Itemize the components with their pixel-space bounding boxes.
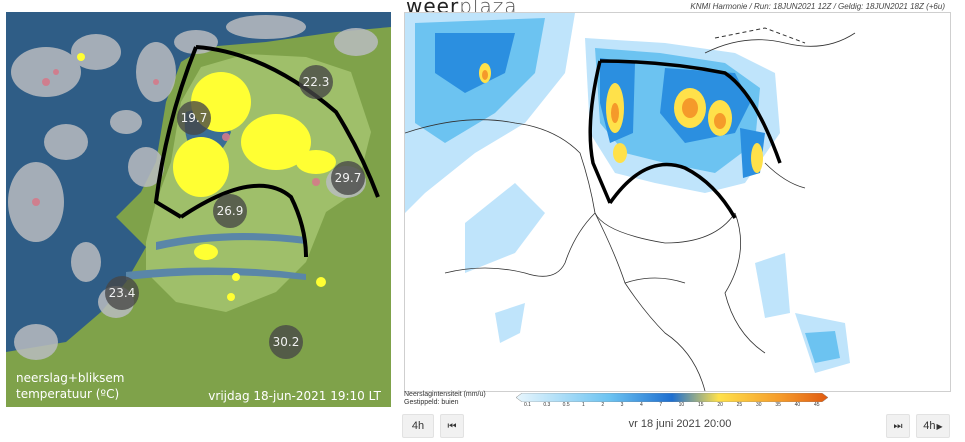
legend-title: Neerslagintensiteit (mm/u) [404, 391, 486, 398]
legend-tick: 45 [814, 402, 820, 408]
temperature-badge: 30.2 [269, 325, 303, 359]
skip-forward-button[interactable]: ⏭ [886, 414, 910, 438]
play-arrow-icon: ▶ [936, 421, 943, 431]
temperature-badge: 22.3 [299, 65, 333, 99]
radar-timestamp: vrijdag 18-jun-2021 19:10 LT [208, 389, 381, 403]
legend-precip-lightning: neerslag+bliksem [16, 371, 125, 385]
current-time-label: vr 18 juni 2021 20:00 [628, 418, 732, 430]
model-forecast-panel: weerplaza KNMI Harmonie / Run: 18JUN2021… [404, 0, 951, 410]
legend-tick: 2 [601, 402, 605, 408]
temperature-badge: 19.7 [177, 101, 211, 135]
radar-map-panel: 22.3 19.7 29.7 26.9 23.4 30.2 neerslag+b… [6, 12, 391, 407]
legend-tick: 4 [640, 402, 643, 408]
temperature-badge: 26.9 [213, 194, 247, 228]
legend-tick: 15 [698, 402, 704, 408]
forecast-map-image [404, 13, 950, 392]
step-forward-4h-button[interactable]: 4h ▶ [916, 414, 950, 438]
legend-tick: 0.1 [524, 402, 531, 408]
skip-forward-icon: ⏭ [893, 420, 903, 432]
legend-color-bar [516, 393, 828, 402]
legend-tick: 10 [678, 402, 685, 408]
legend-tick: 0.5 [562, 402, 570, 408]
temperature-badge: 23.4 [105, 276, 139, 310]
legend-temperature: temperatuur (ºC) [16, 387, 120, 401]
legend-tick: 40 [794, 402, 801, 408]
legend-tick: 20 [717, 402, 723, 408]
precipitation-legend: Neerslagintensiteit (mm/u) Gestippeld: b… [404, 391, 949, 410]
legend-subtitle: Gestippeld: buien [404, 399, 459, 406]
legend-tick: 30 [756, 402, 762, 408]
step-back-4h-button[interactable]: 4h [402, 414, 434, 438]
legend-tick: 35 [775, 402, 781, 408]
legend-tick: 1 [582, 402, 585, 408]
legend-tick: 3 [620, 402, 624, 408]
precipitation-forecast-map [404, 12, 951, 392]
radar-map-image [6, 12, 391, 407]
temperature-badge: 29.7 [331, 161, 365, 195]
legend-tick: 0.3 [543, 402, 551, 408]
skip-back-button[interactable]: ⏮ [440, 414, 464, 438]
model-run-info: KNMI Harmonie / Run: 18JUN2021 12Z / Gel… [690, 2, 945, 11]
legend-tick: 7 [659, 402, 663, 408]
legend-tick: 25 [736, 402, 743, 408]
skip-back-icon: ⏮ [447, 420, 457, 432]
